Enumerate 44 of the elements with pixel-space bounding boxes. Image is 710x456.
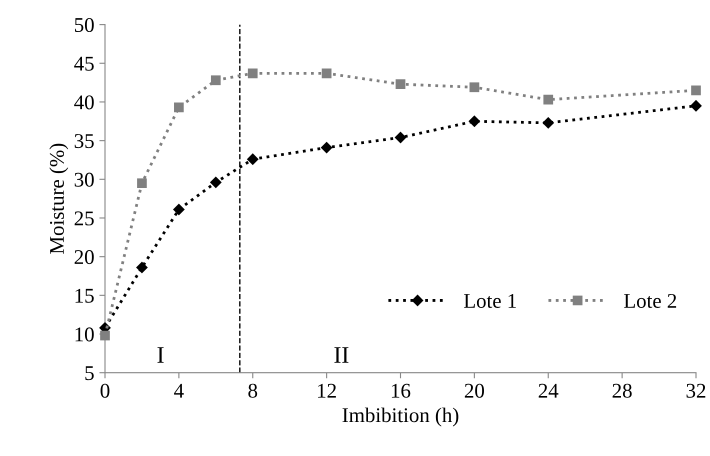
y-tick-label: 10 — [76, 327, 94, 342]
y-tick-label: 45 — [74, 56, 94, 71]
y-tick-label: 15 — [76, 288, 94, 303]
point — [210, 75, 221, 86]
point — [470, 82, 480, 92]
point — [690, 100, 702, 112]
point — [210, 176, 222, 188]
point — [396, 79, 406, 90]
legend-label: Lote 2 — [624, 294, 676, 308]
y-tick-label: 50 — [74, 18, 94, 32]
point — [137, 178, 147, 188]
point — [322, 68, 332, 78]
x-tick-label: 8 — [248, 384, 258, 398]
point — [248, 68, 258, 78]
y-tick-label: 35 — [74, 134, 94, 148]
legend-label: Lote 1 — [464, 294, 516, 308]
point — [173, 204, 184, 216]
x-tick-label: 24 — [538, 384, 558, 398]
x-tick-label: 20 — [464, 384, 484, 398]
point — [174, 102, 184, 112]
point — [691, 85, 701, 96]
annotation: II — [334, 347, 348, 363]
y-tick-label: 5 — [85, 366, 94, 380]
x-tick-label: 0 — [100, 384, 110, 398]
x-tick-label: 4 — [174, 384, 184, 398]
annotation: I — [157, 347, 164, 363]
point — [542, 117, 554, 128]
point — [468, 116, 480, 127]
point — [247, 154, 258, 165]
point — [543, 94, 554, 104]
y-tick-label: 25 — [74, 211, 94, 226]
y-tick-label: 30 — [74, 172, 94, 187]
y-tick-label: 40 — [74, 95, 94, 110]
point — [100, 330, 110, 340]
point — [136, 262, 148, 274]
y-tick-label: 20 — [74, 250, 94, 264]
y-axis-title: Moisture (%) — [49, 144, 68, 254]
x-tick-label: 28 — [612, 384, 632, 398]
x-axis-title: Imbibition (h) — [342, 408, 458, 426]
x-tick-label: 12 — [318, 384, 336, 398]
x-tick-label: 16 — [392, 384, 410, 398]
point — [394, 132, 406, 144]
point — [321, 142, 332, 154]
x-tick-label: 32 — [686, 384, 706, 398]
